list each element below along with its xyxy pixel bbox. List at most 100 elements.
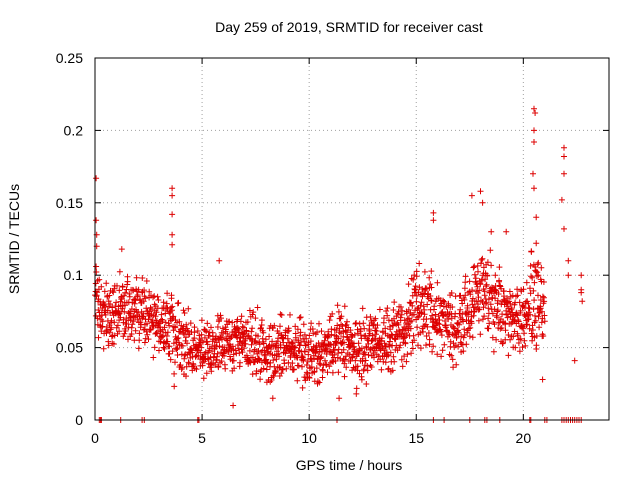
data-point	[276, 364, 283, 371]
data-point	[535, 313, 542, 320]
data-point	[460, 334, 467, 341]
data-point	[531, 139, 537, 145]
data-point	[341, 303, 348, 310]
data-point	[302, 377, 309, 384]
data-point	[512, 344, 519, 351]
data-point	[427, 293, 434, 299]
data-point	[169, 241, 176, 248]
y-tick-label: 0.25	[56, 50, 83, 66]
data-point	[514, 292, 521, 299]
data-point	[402, 339, 409, 346]
data-point	[410, 311, 417, 318]
data-point	[401, 317, 408, 324]
data-point	[428, 268, 435, 275]
data-point	[296, 314, 303, 321]
data-point	[291, 345, 298, 351]
data-point	[181, 310, 188, 316]
data-point	[344, 329, 351, 336]
x-tick-label: 10	[301, 430, 317, 446]
data-point	[299, 363, 305, 370]
data-point	[462, 273, 469, 280]
data-point	[331, 347, 338, 354]
data-point	[260, 340, 267, 347]
data-point	[532, 110, 539, 116]
data-point	[313, 365, 320, 372]
data-point	[533, 342, 540, 349]
data-point	[534, 269, 541, 276]
data-point	[144, 320, 150, 327]
data-point	[358, 345, 365, 352]
data-point	[531, 185, 537, 192]
data-point	[400, 335, 407, 342]
data-point	[366, 327, 373, 334]
data-point	[525, 316, 532, 322]
data-point	[116, 328, 123, 335]
data-point	[461, 296, 468, 303]
data-point	[268, 346, 274, 352]
data-point	[485, 315, 492, 322]
data-point	[448, 290, 455, 296]
data-point	[156, 347, 162, 354]
data-point	[461, 326, 468, 333]
data-point	[187, 320, 194, 327]
data-point	[387, 349, 394, 356]
data-point	[521, 337, 528, 344]
data-point	[121, 292, 127, 299]
data-point	[414, 314, 421, 321]
data-point	[490, 348, 497, 355]
data-point	[141, 339, 148, 346]
data-point	[481, 292, 488, 299]
data-point	[399, 363, 406, 370]
data-point	[214, 324, 221, 330]
data-point	[292, 344, 299, 351]
data-point	[319, 367, 326, 374]
data-point	[161, 324, 168, 331]
data-point	[137, 296, 144, 303]
data-point	[166, 350, 173, 357]
data-point	[183, 373, 189, 380]
data-point	[362, 357, 369, 364]
data-point	[169, 185, 176, 192]
x-axis-label: GPS time / hours	[296, 457, 403, 473]
data-point	[397, 304, 404, 310]
y-tick-label: 0.1	[64, 267, 84, 283]
data-point	[323, 361, 330, 368]
data-point	[150, 294, 156, 301]
data-point	[362, 351, 369, 358]
data-point	[125, 324, 132, 331]
data-point	[418, 299, 425, 306]
data-point	[383, 308, 390, 314]
data-point	[445, 316, 452, 323]
data-point	[479, 255, 486, 262]
data-point	[287, 311, 293, 318]
data-point	[535, 292, 541, 299]
data-point	[437, 328, 444, 335]
data-point	[103, 280, 110, 287]
data-point	[260, 365, 267, 372]
data-point	[405, 281, 412, 288]
data-point	[460, 348, 467, 355]
data-point	[484, 259, 491, 266]
data-point	[377, 356, 384, 363]
data-point	[484, 272, 491, 279]
data-point	[403, 331, 410, 338]
data-point	[116, 268, 123, 275]
data-point	[533, 333, 540, 339]
data-point	[139, 289, 146, 296]
data-point	[203, 328, 210, 335]
data-point	[430, 217, 437, 224]
data-point	[397, 342, 404, 349]
data-point	[183, 334, 189, 341]
data-point	[204, 341, 211, 348]
data-point	[514, 332, 521, 339]
data-point	[343, 353, 349, 360]
data-point	[308, 320, 315, 327]
data-point	[412, 283, 419, 290]
data-point	[333, 340, 340, 347]
data-point	[260, 329, 267, 336]
data-point	[117, 314, 124, 321]
data-point	[571, 357, 578, 364]
data-point	[201, 334, 208, 341]
data-point	[390, 307, 397, 313]
data-point	[161, 345, 168, 352]
